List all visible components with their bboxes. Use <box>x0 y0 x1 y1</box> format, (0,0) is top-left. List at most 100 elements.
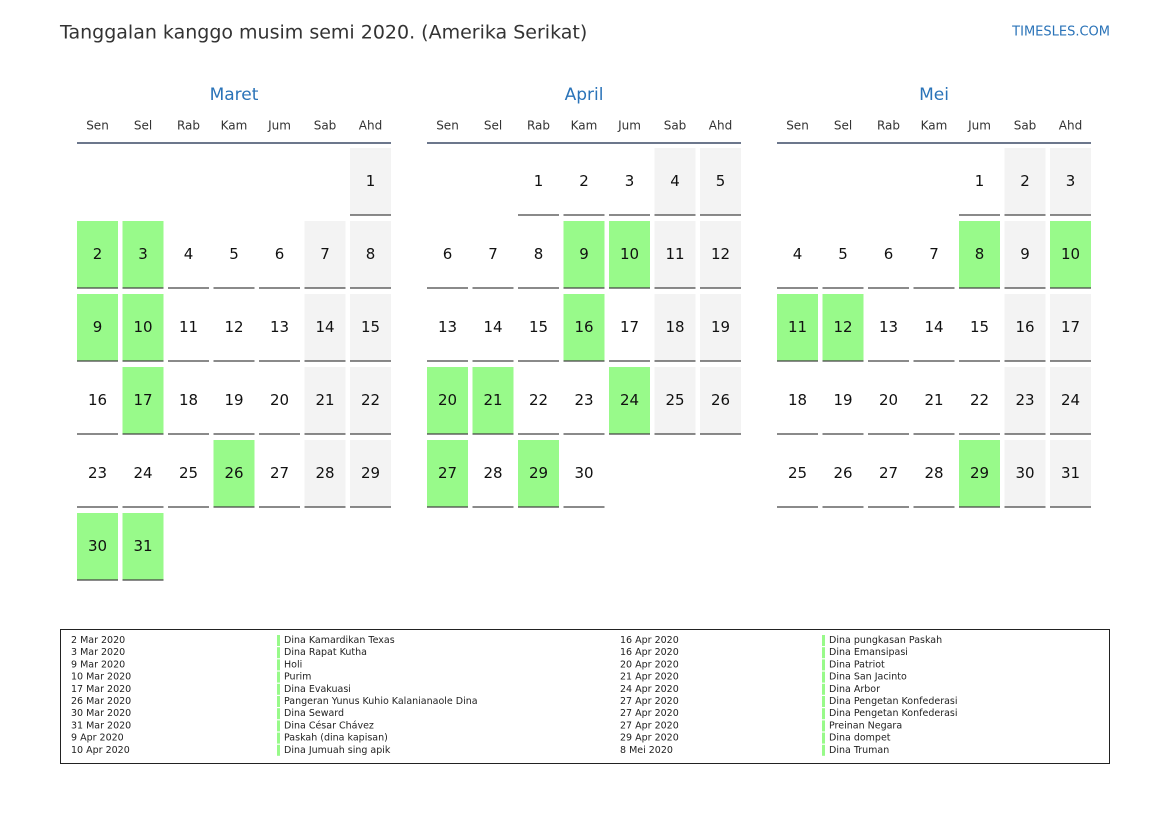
holiday-name: Holi <box>284 659 302 670</box>
day-number: 3 <box>138 245 148 263</box>
holiday-name: Dina San Jacinto <box>829 672 907 683</box>
holiday-cell <box>777 294 818 361</box>
day-number: 10 <box>1061 245 1080 263</box>
day-number: 26 <box>711 391 730 409</box>
day-number: 15 <box>361 318 380 336</box>
day-number: 14 <box>924 318 943 336</box>
holiday-marker <box>822 647 825 659</box>
weekend-cell <box>304 221 346 288</box>
weekday-label: Sen <box>86 119 109 133</box>
site-link[interactable]: TIMESLES.COM <box>1011 25 1110 40</box>
weekend-cell <box>1050 440 1091 507</box>
day-number: 22 <box>529 391 548 409</box>
day-number: 26 <box>833 464 852 482</box>
month-name: April <box>565 85 604 105</box>
holiday-date: 24 Apr 2020 <box>620 684 679 695</box>
holiday-marker <box>822 659 825 671</box>
day-number: 27 <box>879 464 898 482</box>
day-number: 30 <box>1015 464 1034 482</box>
weekend-cell <box>654 148 696 215</box>
day-number: 7 <box>488 245 498 263</box>
day-number: 28 <box>924 464 943 482</box>
day-number: 19 <box>711 318 730 336</box>
holiday-marker <box>822 635 825 646</box>
weekend-cell <box>700 221 741 288</box>
day-number: 4 <box>793 245 803 263</box>
weekend-cell <box>700 367 741 434</box>
holiday-date: 9 Mar 2020 <box>71 659 125 670</box>
weekend-cell <box>350 367 391 434</box>
day-number: 24 <box>133 464 152 482</box>
day-number: 10 <box>133 318 152 336</box>
weekend-cell <box>1050 294 1091 361</box>
day-number: 6 <box>884 245 894 263</box>
holiday-marker <box>277 696 280 707</box>
holiday-name: Pangeran Yunus Kuhio Kalanianaole Dina <box>284 696 478 707</box>
day-number: 16 <box>88 391 107 409</box>
day-number: 5 <box>716 172 726 190</box>
day-number: 24 <box>1061 391 1080 409</box>
weekend-cell <box>1004 221 1046 288</box>
day-number: 29 <box>970 464 989 482</box>
weekend-cell <box>1004 440 1046 507</box>
holiday-name: Dina pungkasan Paskah <box>829 635 942 646</box>
day-number: 1 <box>534 172 544 190</box>
weekend-cell <box>350 294 391 361</box>
day-number: 23 <box>88 464 107 482</box>
holiday-marker <box>277 683 280 695</box>
day-number: 31 <box>133 537 152 555</box>
weekday-label: Rab <box>527 119 550 133</box>
holiday-date: 27 Apr 2020 <box>620 708 679 719</box>
holiday-name: Paskah (dina kapisan) <box>284 733 388 744</box>
day-number: 16 <box>574 318 593 336</box>
day-number: 21 <box>924 391 943 409</box>
day-number: 20 <box>270 391 289 409</box>
weekend-cell <box>304 294 346 361</box>
day-number: 25 <box>179 464 198 482</box>
holiday-name: Dina César Chávez <box>284 720 374 731</box>
holiday-cell <box>427 367 468 434</box>
day-number: 14 <box>315 318 334 336</box>
holiday-date: 2 Mar 2020 <box>71 635 125 646</box>
day-number: 14 <box>483 318 502 336</box>
holiday-marker <box>822 744 825 756</box>
holiday-cell <box>959 440 1000 507</box>
day-number: 30 <box>574 464 593 482</box>
day-number: 21 <box>315 391 334 409</box>
holiday-marker <box>822 671 825 683</box>
day-number: 3 <box>625 172 635 190</box>
day-number: 28 <box>315 464 334 482</box>
weekday-label: Sab <box>314 119 337 133</box>
holiday-name: Dina Jumuah sing apik <box>284 745 391 756</box>
weekend-cell <box>654 367 696 434</box>
day-number: 8 <box>975 245 985 263</box>
holiday-date: 27 Apr 2020 <box>620 720 679 731</box>
holiday-name: Dina Emansipasi <box>829 647 908 658</box>
day-number: 13 <box>270 318 289 336</box>
weekday-label: Sel <box>134 119 152 133</box>
day-number: 26 <box>224 464 243 482</box>
holiday-name: Dina Kamardikan Texas <box>284 635 395 646</box>
day-number: 9 <box>579 245 589 263</box>
holiday-list-box <box>60 629 1110 764</box>
day-number: 23 <box>1015 391 1034 409</box>
holiday-cell <box>122 513 164 580</box>
day-number: 9 <box>93 318 103 336</box>
day-number: 28 <box>483 464 502 482</box>
holiday-name: Purim <box>284 672 311 683</box>
weekday-label: Ahd <box>359 119 382 133</box>
day-number: 19 <box>833 391 852 409</box>
holiday-name: Dina dompet <box>829 733 891 744</box>
holiday-date: 26 Mar 2020 <box>71 696 131 707</box>
holiday-date: 16 Apr 2020 <box>620 647 679 658</box>
day-number: 11 <box>179 318 198 336</box>
weekend-cell <box>304 440 346 507</box>
weekend-cell <box>1050 148 1091 215</box>
day-number: 18 <box>665 318 684 336</box>
weekend-cell <box>1004 294 1046 361</box>
holiday-name: Preinan Negara <box>829 720 902 731</box>
day-number: 20 <box>438 391 457 409</box>
weekday-label: Kam <box>571 119 598 133</box>
day-number: 29 <box>529 464 548 482</box>
